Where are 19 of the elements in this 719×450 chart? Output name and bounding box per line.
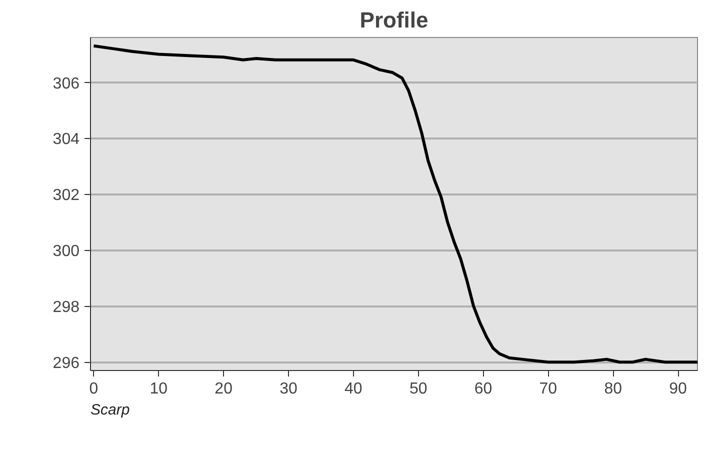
y-tick-label: 300	[52, 243, 80, 260]
y-tick-label: 298	[52, 299, 80, 316]
x-tick-label: 90	[669, 380, 688, 398]
x-tick-label: 10	[150, 380, 168, 398]
y-tick-label: 302	[52, 187, 80, 204]
x-tick-label: 0	[89, 380, 98, 398]
y-tick-label: 304	[52, 131, 80, 148]
x-tick-label: 60	[474, 380, 492, 398]
x-tick-label: 40	[344, 380, 362, 398]
y-tick-label: 296	[52, 355, 80, 372]
x-tick-label: 50	[409, 380, 428, 398]
x-tick-label: 30	[280, 380, 298, 398]
chart-title: Profile	[360, 8, 428, 32]
line-series	[92, 44, 698, 364]
x-tick-label: 80	[604, 380, 622, 398]
x-tick-label: 20	[214, 380, 233, 398]
x-tick-label: 70	[539, 380, 558, 398]
y-tick-label: 306	[52, 75, 80, 92]
text: Scarp	[90, 402, 130, 418]
